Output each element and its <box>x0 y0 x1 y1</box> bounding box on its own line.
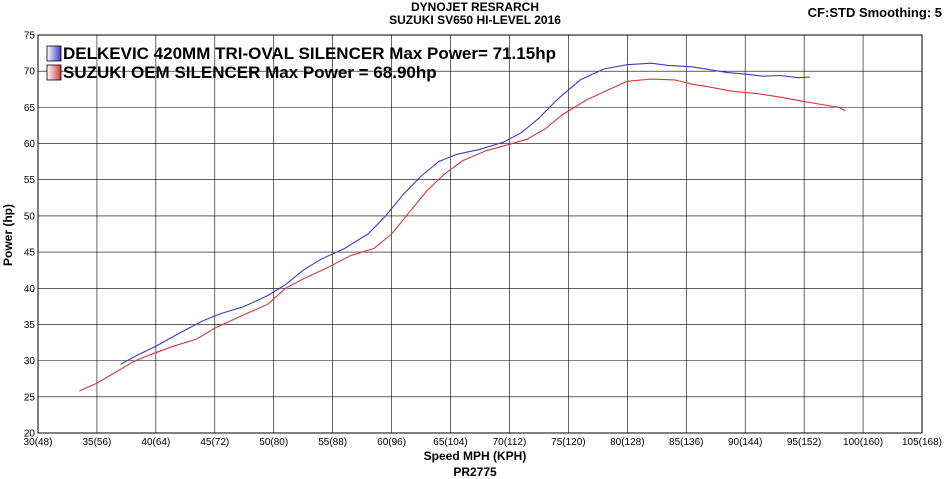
grid-lines <box>37 34 923 434</box>
x-tick-labels: 30(48) 35(56) 40(64) 45(72) 50(80) 55(88) 60(9… <box>24 437 942 448</box>
x-tick-label: 90(144) <box>728 437 762 448</box>
x-tick-label: 70(112) <box>493 437 527 448</box>
y-tick-label: 55 <box>24 175 36 186</box>
chart-subtitle: SUZUKI SV650 HI-LEVEL 2016 <box>389 13 561 27</box>
legend-label: SUZUKI OEM SILENCER Max Power = 68.90hp <box>63 63 437 82</box>
y-tick-label: 45 <box>24 248 36 259</box>
y-tick-label: 65 <box>24 103 36 114</box>
settings-readout: CF:STD Smoothing: 5 <box>807 5 942 20</box>
y-tick-labels: 20 25 30 35 40 45 50 55 60 65 70 75 <box>24 31 36 440</box>
legend-swatch <box>46 64 62 81</box>
series-line-2 <box>79 78 846 392</box>
x-axis-label: Speed MPH (KPH) <box>423 449 527 463</box>
y-tick-label: 35 <box>24 320 36 331</box>
legend: DELKEVIC 420MM TRI-OVAL SILENCER Max Pow… <box>46 44 556 82</box>
legend-swatch <box>46 45 62 62</box>
y-tick-label: 70 <box>24 67 36 78</box>
x-tick-label: 95(152) <box>787 437 821 448</box>
x-tick-label: 45(72) <box>200 437 229 448</box>
series-lines <box>79 62 846 392</box>
y-tick-label: 75 <box>24 31 36 42</box>
x-tick-label: 35(56) <box>82 437 111 448</box>
series-line-1 <box>120 62 811 365</box>
x-tick-label: 40(64) <box>141 437 170 448</box>
y-tick-label: 20 <box>24 429 36 440</box>
x-tick-label: 75(120) <box>551 437 585 448</box>
chart-title: DYNOJET RESRARCH <box>410 0 539 14</box>
y-tick-label: 25 <box>24 392 36 403</box>
legend-label: DELKEVIC 420MM TRI-OVAL SILENCER Max Pow… <box>63 44 556 63</box>
y-tick-label: 30 <box>24 356 36 367</box>
x-tick-label: 105(168) <box>902 437 942 448</box>
x-tick-label: 85(136) <box>669 437 703 448</box>
x-tick-label: 50(80) <box>259 437 288 448</box>
x-tick-label: 80(128) <box>610 437 644 448</box>
y-tick-label: 40 <box>24 284 36 295</box>
plot-frame <box>37 34 923 434</box>
x-tick-label: 65(104) <box>433 437 467 448</box>
x-tick-label: 30(48) <box>24 437 53 448</box>
y-tick-label: 60 <box>24 139 36 150</box>
y-tick-label: 50 <box>24 211 36 222</box>
x-tick-label: 55(88) <box>318 437 347 448</box>
run-id: PR2775 <box>453 465 497 479</box>
x-tick-label: 100(160) <box>843 437 883 448</box>
x-tick-label: 60(96) <box>377 437 406 448</box>
